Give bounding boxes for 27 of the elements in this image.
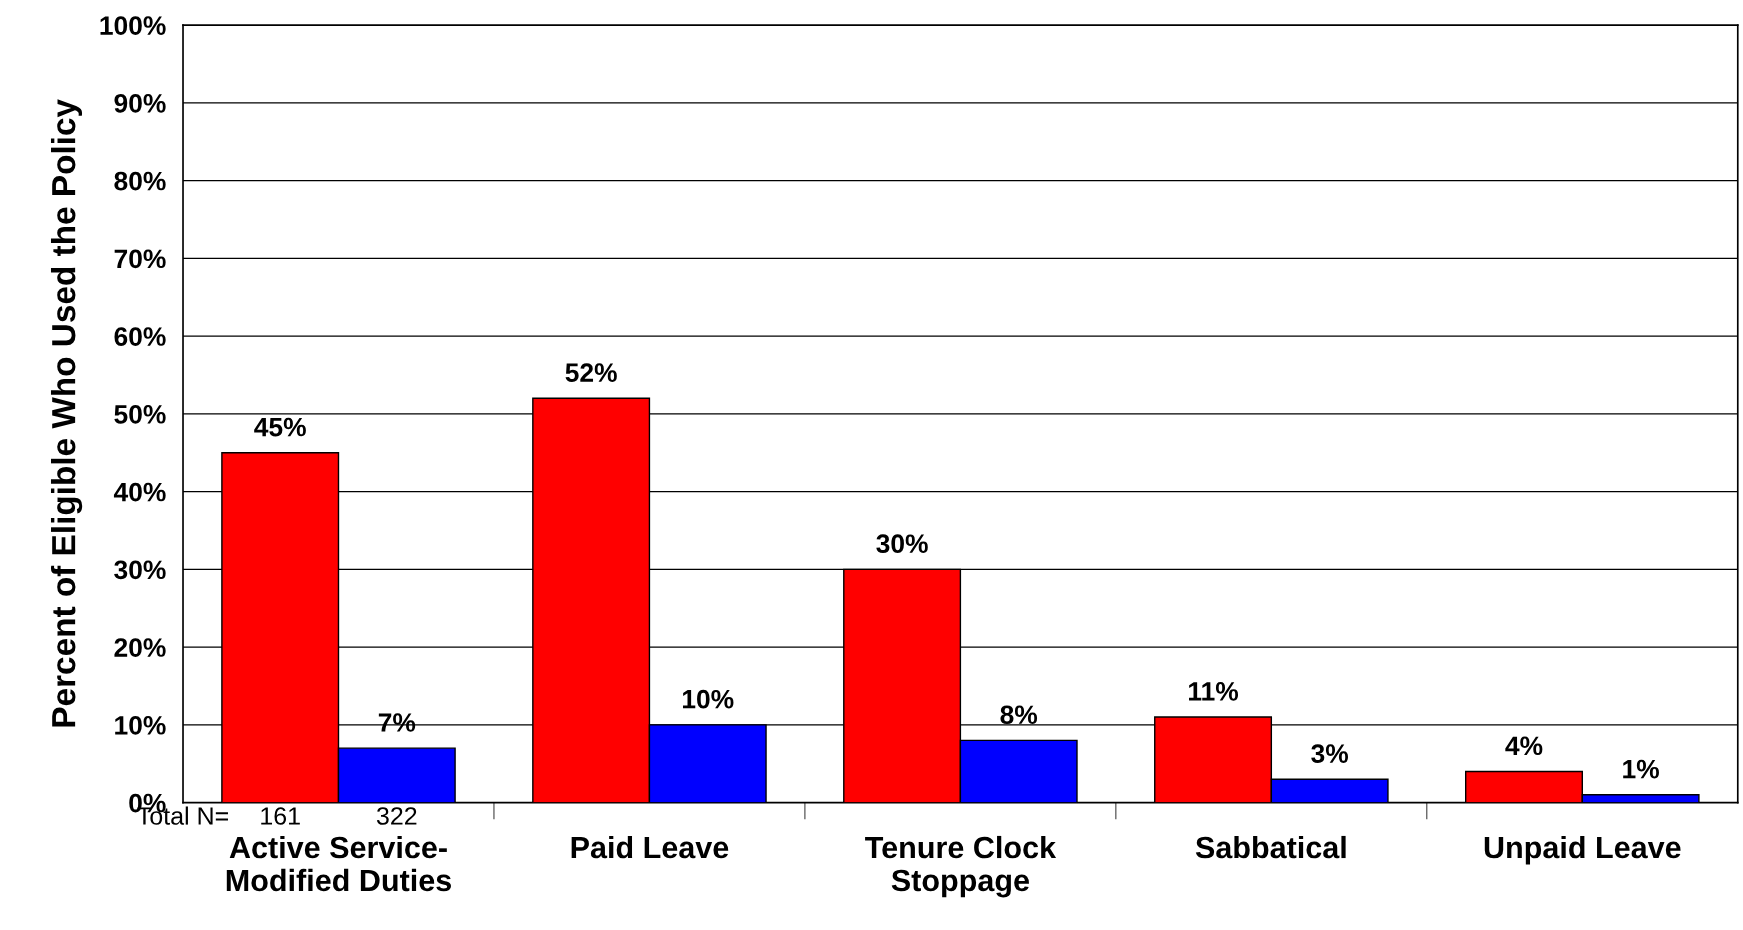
data-label: 1% [1623, 759, 1659, 779]
data-label: 8% [1000, 705, 1038, 725]
data-label: 11% [1189, 682, 1239, 701]
data-label: 30% [876, 534, 928, 554]
y-tick-label: 80% [114, 171, 166, 191]
x-tick-label: Sabbatical [1195, 835, 1346, 859]
y-tick-label: 60% [114, 327, 166, 346]
x-tick-label: Tenure Clock Stoppage [865, 835, 1057, 898]
y-tick-label: 70% [114, 249, 166, 269]
y-tick-label: 20% [114, 638, 166, 657]
data-label: 10% [683, 689, 734, 709]
data-label: 45% [254, 417, 306, 437]
data-label: 4% [1505, 736, 1543, 756]
x-tick-label: Unpaid Leave [1484, 835, 1681, 865]
y-tick-label: 100% [100, 16, 166, 35]
data-label: 3% [1311, 744, 1349, 763]
y-tick-label: 40% [113, 482, 166, 502]
data-label: 52% [565, 363, 617, 382]
x-tick-label: Active Service- Modified Duties [226, 835, 451, 892]
y-tick-label: 50% [114, 404, 166, 424]
y-tick-label: 90% [114, 93, 166, 113]
y-axis-title: Percent of Eligible Who Used the Policy [50, 99, 83, 727]
y-tick-label: 30% [114, 560, 166, 580]
y-tick-label: 10% [115, 715, 166, 735]
text: 161 [261, 807, 300, 825]
x-tick-label: Paid Leave [571, 835, 729, 859]
text: 322 [376, 807, 417, 825]
